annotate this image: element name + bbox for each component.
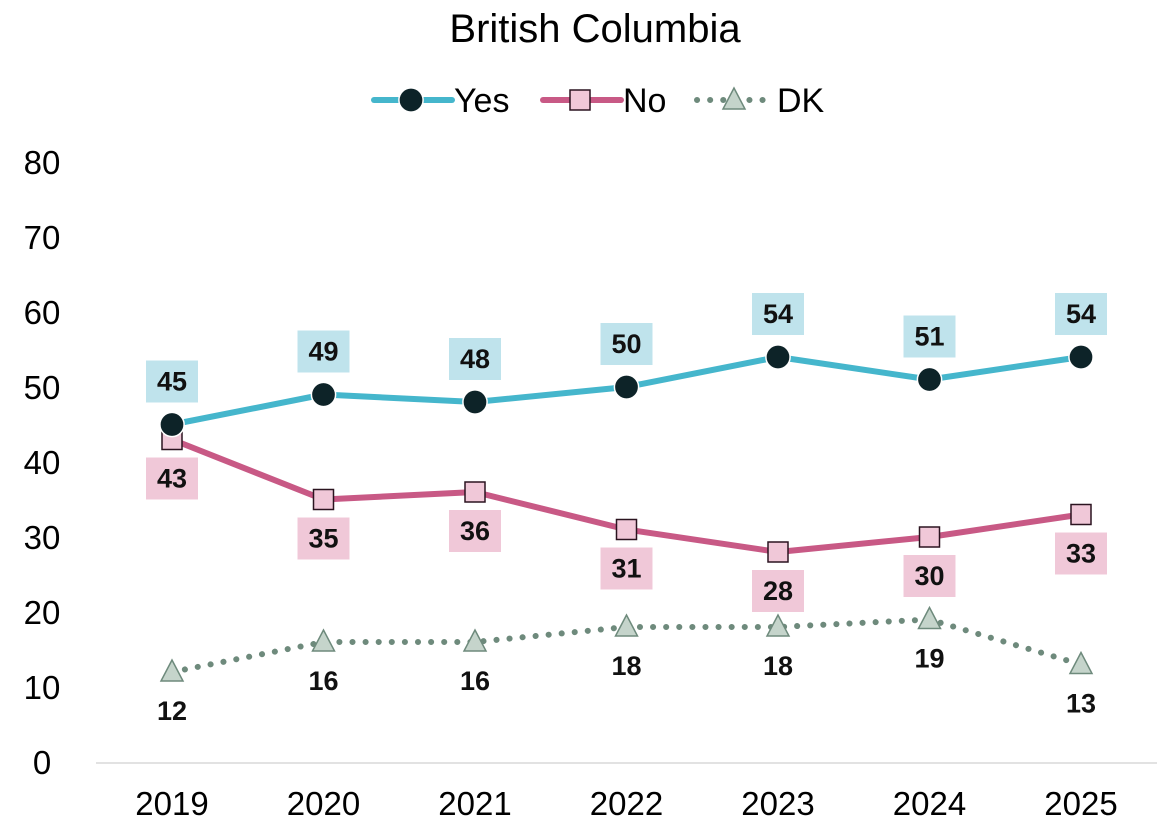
series-yes: 45 49 48 50 54 51 54 bbox=[146, 293, 1107, 438]
x-tick-label: 2022 bbox=[590, 785, 663, 822]
data-label-no: 35 bbox=[308, 524, 338, 554]
data-label-yes: 49 bbox=[308, 337, 338, 367]
data-point-yes bbox=[159, 411, 185, 438]
data-point-no bbox=[615, 518, 638, 541]
data-label-bg-no bbox=[903, 555, 956, 597]
series-dk: 12 16 16 18 18 19 13 bbox=[157, 605, 1096, 726]
x-tick-label: 2025 bbox=[1044, 785, 1117, 822]
legend-marker-yes bbox=[398, 87, 424, 113]
y-tick-label: 70 bbox=[24, 219, 61, 256]
legend-marker-no bbox=[569, 89, 591, 111]
data-label-dk: 19 bbox=[914, 644, 944, 674]
data-label-bg-no bbox=[600, 547, 653, 590]
data-point-yes bbox=[613, 374, 640, 400]
data-point-dk bbox=[462, 628, 488, 652]
data-label-bg-no bbox=[449, 510, 501, 552]
data-point-yes bbox=[462, 389, 488, 415]
data-label-dk: 18 bbox=[611, 651, 641, 681]
data-label-bg-yes bbox=[297, 330, 350, 373]
data-label-bg-no bbox=[1055, 532, 1107, 575]
data-label-bg-yes bbox=[449, 338, 501, 380]
data-point-no bbox=[1070, 503, 1092, 526]
x-axis: 2019 2020 2021 2022 2023 2024 2025 bbox=[96, 762, 1157, 822]
legend-label-no: No bbox=[623, 82, 666, 120]
legend: Yes No DK bbox=[371, 82, 825, 120]
data-label-dk: 18 bbox=[763, 651, 793, 681]
data-label-dk: 16 bbox=[460, 666, 490, 696]
x-tick-label: 2024 bbox=[893, 785, 966, 822]
data-label-no: 33 bbox=[1066, 539, 1096, 569]
y-axis: 0 10 20 30 40 50 60 70 80 bbox=[24, 144, 61, 781]
data-label-bg-yes bbox=[1055, 293, 1107, 335]
data-point-yes bbox=[916, 366, 943, 393]
data-point-yes bbox=[1068, 344, 1094, 370]
data-label-yes: 54 bbox=[763, 299, 793, 329]
y-tick-label: 60 bbox=[24, 294, 61, 331]
data-point-dk bbox=[1068, 650, 1094, 675]
data-label-bg-yes bbox=[903, 315, 956, 358]
data-point-yes bbox=[310, 381, 337, 408]
data-point-no bbox=[464, 481, 486, 503]
data-point-no bbox=[312, 488, 335, 511]
x-tick-label: 2019 bbox=[135, 785, 208, 822]
data-label-bg-yes bbox=[752, 293, 804, 335]
data-point-yes bbox=[765, 344, 791, 370]
data-label-no: 28 bbox=[763, 576, 793, 606]
data-label-yes: 48 bbox=[460, 344, 490, 374]
data-label-yes: 54 bbox=[1066, 299, 1096, 329]
data-label-dk: 16 bbox=[308, 666, 338, 696]
data-point-dk bbox=[917, 605, 942, 630]
data-label-yes: 45 bbox=[157, 367, 187, 397]
y-tick-label: 40 bbox=[24, 444, 61, 481]
y-tick-label: 20 bbox=[24, 594, 61, 631]
x-tick-label: 2020 bbox=[287, 785, 360, 822]
data-label-bg-yes bbox=[146, 360, 198, 403]
chart-title: British Columbia bbox=[449, 7, 741, 51]
data-label-bg-no bbox=[297, 517, 350, 560]
data-label-bg-yes bbox=[600, 323, 653, 365]
data-label-bg-no bbox=[146, 457, 198, 500]
data-label-no: 43 bbox=[157, 464, 187, 494]
series-layer: 12 16 16 18 18 19 13 43 35 36 31 28 30 33 45 49 48 50 54 51… bbox=[146, 293, 1107, 726]
data-label-no: 36 bbox=[460, 516, 490, 546]
legend-item-no: No bbox=[540, 82, 666, 120]
data-label-yes: 50 bbox=[611, 329, 641, 359]
data-label-dk: 13 bbox=[1066, 689, 1096, 719]
series-no: 43 35 36 31 28 30 33 bbox=[146, 428, 1107, 612]
data-point-dk bbox=[614, 613, 639, 637]
y-tick-label: 30 bbox=[24, 519, 61, 556]
legend-item-yes: Yes bbox=[371, 82, 509, 120]
y-tick-label: 80 bbox=[24, 144, 61, 181]
data-label-bg-no bbox=[752, 570, 804, 612]
x-tick-label: 2023 bbox=[741, 785, 814, 822]
data-point-no bbox=[918, 526, 941, 548]
x-tick-label: 2021 bbox=[438, 785, 511, 822]
y-tick-label: 10 bbox=[24, 669, 61, 706]
y-tick-label: 0 bbox=[33, 744, 51, 781]
data-label-yes: 51 bbox=[914, 322, 944, 352]
legend-item-dk: DK bbox=[694, 82, 825, 120]
data-point-dk bbox=[159, 658, 185, 682]
data-point-no bbox=[767, 541, 789, 563]
y-tick-label: 50 bbox=[24, 369, 61, 406]
data-label-no: 31 bbox=[611, 554, 641, 584]
data-point-dk bbox=[765, 613, 791, 637]
legend-label-dk: DK bbox=[777, 82, 825, 120]
data-point-dk bbox=[311, 628, 336, 652]
data-label-no: 30 bbox=[914, 561, 944, 591]
data-label-dk: 12 bbox=[157, 696, 187, 726]
legend-marker-dk bbox=[721, 86, 747, 110]
legend-label-yes: Yes bbox=[454, 82, 509, 120]
